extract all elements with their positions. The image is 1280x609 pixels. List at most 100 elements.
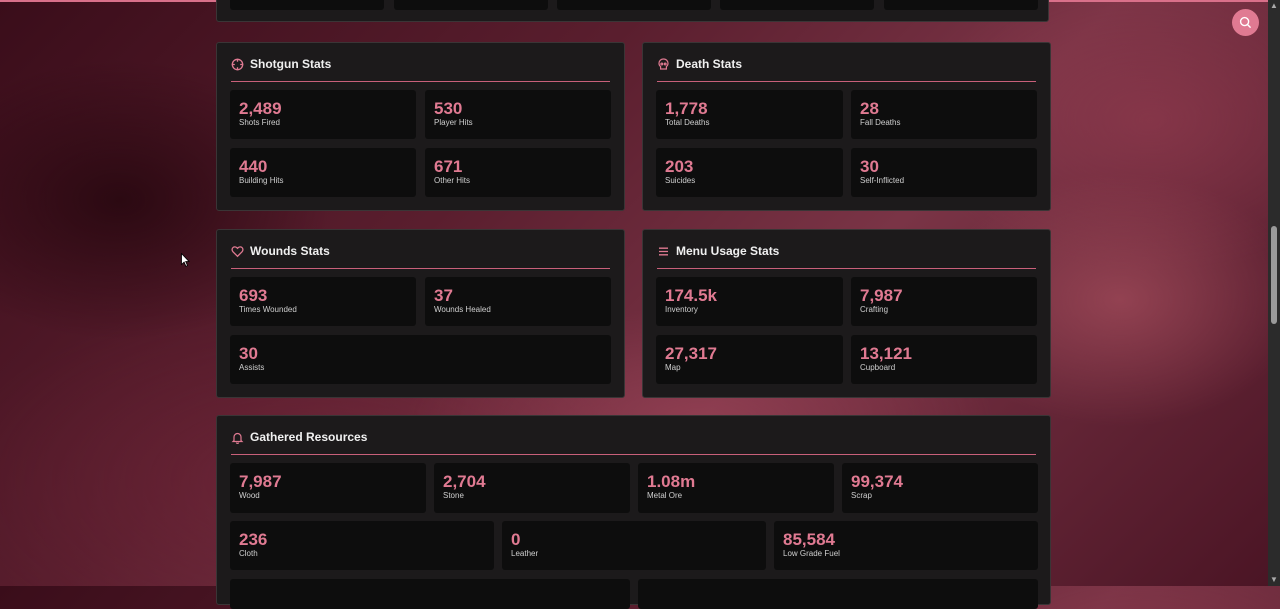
search-icon [1239,16,1252,29]
stat-value: 0 [511,530,521,549]
shotgun-stats-panel: Shotgun Stats 2,489 Shots Fired 530 Play… [216,42,625,211]
stat-value: 28 [860,99,879,118]
stat-card [557,0,711,10]
panel-header: Menu Usage Stats [657,244,1036,269]
stat-value: 27,317 [665,344,717,363]
heart-icon [231,245,244,258]
stat-label: Scrap [851,491,872,500]
stat-label: Cupboard [860,363,896,372]
stat-label: Wood [239,491,260,500]
stat-card: 530 Player Hits [425,90,611,139]
stat-value: 2,704 [443,472,486,491]
gathered-resources-panel: Gathered Resources 7,987 Wood 2,704 Ston… [216,415,1051,609]
stat-value: 85,584 [783,530,835,549]
stat-label: Metal Ore [647,491,683,500]
panel-header: Gathered Resources [231,430,1036,455]
stat-card: 30 Self-Inflicted [851,148,1037,197]
stat-label: Other Hits [434,176,471,185]
stat-card: 13,121 Cupboard [851,335,1037,384]
scroll-up-icon[interactable]: ▲ [1270,1,1278,10]
menu-usage-stats-panel: Menu Usage Stats 174.5k Inventory 7,987 … [642,229,1051,398]
stat-card: 37 Wounds Healed [425,277,611,326]
stat-card: 27,317 Map [656,335,843,384]
stat-label: Wounds Healed [434,305,491,314]
stat-card: 7,987 Crafting [851,277,1037,326]
stat-card: 7,987 Wood [230,463,426,513]
skull-icon [657,58,670,71]
stat-label: Fall Deaths [860,118,901,127]
stat-label: Total Deaths [665,118,710,127]
stat-card: 236 Cloth [230,521,494,570]
stat-value: 30 [239,344,258,363]
stat-card [638,579,1038,609]
stat-label: Crafting [860,305,889,314]
stat-card: 203 Suicides [656,148,843,197]
wounds-stats-panel: Wounds Stats 693 Times Wounded 37 Wounds… [216,229,625,398]
stat-card: 99,374 Scrap [842,463,1038,513]
crosshair-icon [231,58,244,71]
stat-label: Inventory [665,305,698,314]
stat-value: 236 [239,530,268,549]
page-scrollbar[interactable]: ▲ ▼ [1268,0,1280,586]
stat-value: 671 [434,157,463,176]
stat-value: 2,489 [239,99,282,118]
stat-label: Map [665,363,681,372]
panel-title: Gathered Resources [250,430,368,444]
panel-header: Wounds Stats [231,244,610,269]
stat-card: 30 Assists [230,335,611,384]
previous-stats-panel [216,0,1049,22]
stat-card: 0 Leather [502,521,766,570]
stat-value: 99,374 [851,472,903,491]
panel-header: Shotgun Stats [231,57,610,82]
stat-card: 85,584 Low Grade Fuel [774,521,1038,570]
scrollbar-thumb[interactable] [1271,226,1277,324]
stat-card: 671 Other Hits [425,148,611,197]
scroll-down-icon[interactable]: ▼ [1270,575,1278,584]
stat-value: 530 [434,99,463,118]
stat-value: 1.08m [647,472,696,491]
menu-icon [657,245,670,258]
stat-card: 693 Times Wounded [230,277,416,326]
stat-value: 13,121 [860,344,912,363]
stat-card: 1,778 Total Deaths [656,90,843,139]
stat-value: 440 [239,157,268,176]
stat-value: 1,778 [665,99,708,118]
panel-title: Death Stats [676,57,743,71]
stat-card: 1.08m Metal Ore [638,463,834,513]
stat-label: Times Wounded [239,305,297,314]
stat-value: 693 [239,286,268,305]
stat-label: Cloth [239,549,258,558]
death-stats-panel: Death Stats 1,778 Total Deaths 28 Fall D… [642,42,1051,211]
stat-value: 37 [434,286,453,305]
stat-value: 30 [860,157,879,176]
stat-label: Leather [511,549,539,558]
stat-label: Suicides [665,176,696,185]
stat-card: 2,489 Shots Fired [230,90,416,139]
panel-title: Wounds Stats [250,244,330,258]
stat-value: 7,987 [239,472,282,491]
stat-label: Building Hits [239,176,284,185]
stat-card: 2,704 Stone [434,463,630,513]
panel-title: Menu Usage Stats [676,244,780,258]
mouse-cursor-icon [181,252,190,272]
stat-value: 174.5k [665,286,717,305]
stat-label: Low Grade Fuel [783,549,840,558]
stat-label: Stone [443,491,464,500]
panel-header: Death Stats [657,57,1036,82]
stat-label: Player Hits [434,118,473,127]
bell-icon [231,431,244,444]
stat-card: 174.5k Inventory [656,277,843,326]
stat-label: Assists [239,363,265,372]
stat-card [884,0,1038,10]
panel-title: Shotgun Stats [250,57,332,71]
stat-label: Self-Inflicted [860,176,905,185]
stat-value: 7,987 [860,286,903,305]
stat-label: Shots Fired [239,118,280,127]
stat-card [230,579,630,609]
stat-card: 28 Fall Deaths [851,90,1037,139]
stat-card: 440 Building Hits [230,148,416,197]
stat-card [394,0,548,10]
stat-card [230,0,384,10]
search-button[interactable] [1232,9,1259,36]
stat-value: 203 [665,157,694,176]
